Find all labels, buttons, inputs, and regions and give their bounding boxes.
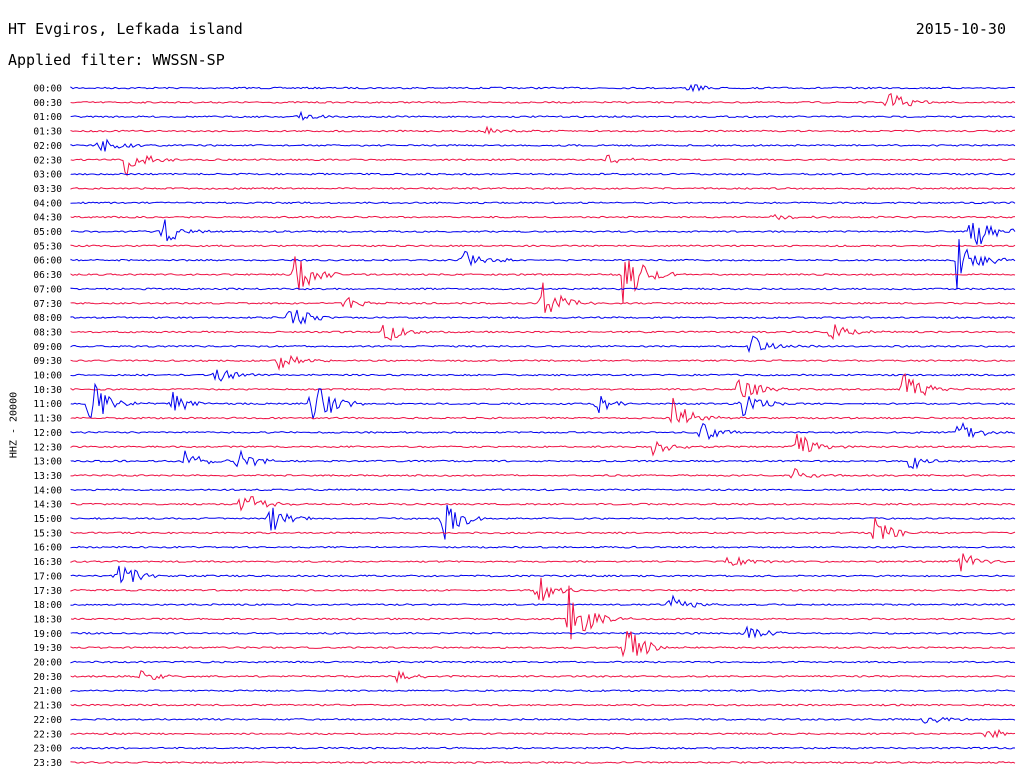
seismic-trace (70, 467, 1016, 479)
seismic-trace (70, 84, 1016, 93)
seismic-trace (70, 631, 1015, 658)
time-tick-label: 07:30 (33, 299, 62, 310)
seismic-trace (70, 594, 1016, 608)
time-tick-label: 15:30 (33, 528, 62, 539)
time-tick-label: 01:00 (33, 112, 62, 123)
seismic-trace (70, 354, 1016, 371)
seismic-trace (70, 422, 1016, 441)
seismic-trace (70, 746, 1016, 750)
seismic-trace (70, 256, 1016, 303)
time-tick-label: 03:30 (33, 184, 62, 195)
time-tick-label: 18:00 (33, 600, 62, 611)
seismic-trace (70, 239, 1016, 290)
seismic-trace (70, 201, 1016, 205)
time-tick-label: 12:00 (33, 428, 62, 439)
seismic-trace (70, 219, 1016, 245)
filter-label: Applied filter: WWSSN-SP (8, 51, 225, 69)
time-tick-label: 21:00 (33, 686, 62, 697)
seismic-trace (70, 577, 1016, 601)
station-title: HT Evgiros, Lefkada island (8, 20, 243, 38)
time-tick-label: 17:30 (33, 586, 62, 597)
time-tick-label: 18:30 (33, 614, 62, 625)
seismic-trace (70, 369, 1016, 382)
time-tick-label: 21:30 (33, 701, 62, 712)
time-tick-label: 06:30 (33, 270, 62, 281)
time-tick-label: 00:30 (33, 98, 62, 109)
time-tick-label: 16:00 (33, 543, 62, 554)
time-tick-label: 19:00 (33, 629, 62, 640)
time-tick-label: 14:30 (33, 500, 62, 511)
seismic-trace (70, 92, 1016, 107)
seismic-trace (70, 309, 1016, 325)
seismic-trace (70, 397, 1015, 424)
seismic-trace (70, 625, 1016, 639)
seismic-trace (70, 660, 1016, 664)
time-tick-label: 22:30 (33, 729, 62, 740)
seismic-trace (70, 335, 1016, 354)
seismic-trace (70, 585, 1016, 640)
time-tick-label: 08:30 (33, 327, 62, 338)
seismic-trace (70, 244, 1016, 248)
time-tick-label: 02:30 (33, 155, 62, 166)
seismic-trace (70, 545, 1016, 549)
seismic-trace (70, 689, 1016, 693)
seismic-trace (70, 449, 1016, 470)
seismic-trace (70, 324, 1016, 341)
date-label: 2015-10-30 (915, 20, 1006, 38)
time-tick-label: 19:30 (33, 643, 62, 654)
time-tick-label: 09:00 (33, 342, 62, 353)
seismic-trace (70, 187, 1016, 190)
time-tick-label: 10:00 (33, 371, 62, 382)
time-tick-label: 17:00 (33, 571, 62, 582)
time-tick-label: 23:00 (33, 744, 62, 755)
seismic-trace (70, 282, 1016, 313)
time-tick-label: 11:30 (33, 414, 62, 425)
time-tick-label: 09:30 (33, 356, 62, 367)
seismic-trace (70, 496, 1016, 512)
seismic-trace (70, 213, 1016, 221)
time-tick-label: 16:30 (33, 557, 62, 568)
time-tick-label: 15:00 (33, 514, 62, 525)
seismic-trace (70, 703, 1016, 707)
seismic-trace (70, 716, 1016, 724)
time-tick-label: 14:00 (33, 485, 62, 496)
seismic-trace (70, 565, 1016, 584)
time-tick-label: 12:30 (33, 442, 62, 453)
time-tick-label: 02:00 (33, 141, 62, 152)
time-tick-label: 13:00 (33, 457, 62, 468)
seismic-trace (70, 382, 1016, 420)
time-tick-label: 20:30 (33, 672, 62, 683)
time-tick-label: 01:30 (33, 127, 62, 138)
time-tick-label: 23:30 (33, 758, 62, 769)
seismic-trace (70, 728, 1016, 739)
time-tick-label: 05:30 (33, 241, 62, 252)
seismic-trace (70, 504, 1016, 540)
time-tick-label: 04:00 (33, 198, 62, 209)
seismic-trace (70, 553, 1016, 572)
time-tick-label: 20:00 (33, 658, 62, 669)
time-tick-label: 11:00 (33, 399, 62, 410)
time-tick-label: 03:00 (33, 170, 62, 181)
seismic-trace (70, 172, 1016, 176)
seismic-trace (70, 669, 1015, 684)
time-tick-label: 06:00 (33, 256, 62, 267)
time-tick-label: 05:00 (33, 227, 62, 238)
seismic-trace (70, 125, 1016, 135)
seismic-trace (70, 138, 1016, 152)
seismic-trace (70, 154, 1016, 177)
seismic-trace (70, 433, 1016, 457)
seismic-trace (70, 488, 1016, 492)
time-tick-label: 13:30 (33, 471, 62, 482)
time-tick-label: 07:00 (33, 284, 62, 295)
seismic-trace (70, 372, 1016, 398)
time-tick-label: 10:30 (33, 385, 62, 396)
seismic-trace (70, 110, 1016, 121)
time-tick-label: 04:30 (33, 213, 62, 224)
time-tick-label: 08:00 (33, 313, 62, 324)
time-tick-label: 00:00 (33, 84, 62, 95)
seismic-trace (70, 517, 1016, 539)
time-tick-label: 22:00 (33, 715, 62, 726)
seismic-trace (70, 761, 1016, 764)
